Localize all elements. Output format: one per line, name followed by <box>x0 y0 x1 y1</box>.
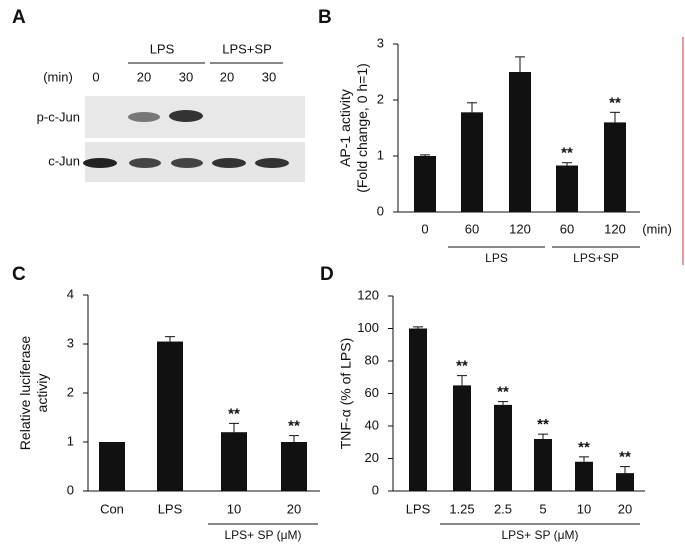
x-tick-label: 10 <box>227 501 241 516</box>
bar <box>534 439 552 491</box>
row-label: c-Jun <box>48 153 80 168</box>
significance: ** <box>578 439 590 456</box>
y-tick-label: 0 <box>377 203 384 218</box>
y-tick-label: 60 <box>365 385 379 400</box>
x-tick-label: 0 <box>421 221 428 236</box>
bar <box>453 385 471 491</box>
group-label: LPS <box>150 41 175 56</box>
y-axis-label: activiy <box>34 374 50 413</box>
group-label: LPS+SP <box>573 251 619 265</box>
bar <box>509 72 531 212</box>
significance: ** <box>456 358 468 375</box>
bar <box>221 432 247 491</box>
y-tick-label: 80 <box>365 352 379 367</box>
x-tick-label: 10 <box>577 501 591 516</box>
band <box>212 158 246 168</box>
band <box>255 158 289 168</box>
y-tick-label: 1 <box>377 147 384 162</box>
significance: ** <box>537 416 549 433</box>
x-tick-label: 60 <box>465 221 479 236</box>
bar <box>414 156 436 212</box>
panel-label: C <box>12 264 26 285</box>
bar <box>604 122 626 212</box>
x-tick-label: LPS <box>406 501 431 516</box>
band <box>129 158 161 168</box>
x-tick-label: 20 <box>287 501 301 516</box>
x-tick-label: Con <box>100 501 124 516</box>
group-label: LPS+ SP (μM) <box>501 528 578 542</box>
band <box>171 158 203 168</box>
y-tick-label: 100 <box>357 320 379 335</box>
y-tick-label: 3 <box>67 335 74 350</box>
bar <box>99 442 125 491</box>
y-axis-label: Relative luciferase <box>17 336 33 451</box>
x-tick-label: 120 <box>509 221 531 236</box>
bar <box>616 473 634 491</box>
y-tick-label: 1 <box>67 433 74 448</box>
time: 30 <box>262 69 276 84</box>
significance: ** <box>609 94 621 111</box>
time: 20 <box>137 69 151 84</box>
bar <box>556 165 578 212</box>
band <box>83 158 117 168</box>
panel-label: A <box>12 7 26 28</box>
time: 30 <box>179 69 193 84</box>
bar <box>157 341 183 491</box>
x-unit: (min) <box>642 221 672 236</box>
bar <box>494 404 512 491</box>
x-tick-label: 1.25 <box>449 501 474 516</box>
significance: ** <box>561 145 573 162</box>
row-label: p-c-Jun <box>37 109 80 124</box>
significance: ** <box>288 418 300 435</box>
significance: ** <box>497 384 509 401</box>
bar <box>461 112 483 212</box>
group-label: LPS+ SP (μM) <box>224 528 301 542</box>
y-tick-label: 2 <box>377 91 384 106</box>
x-tick-label: 60 <box>560 221 574 236</box>
bar <box>575 461 593 491</box>
time: 0 <box>92 69 99 84</box>
y-axis-label: TNF-α (% of LPS) <box>338 338 354 450</box>
bar <box>409 328 427 491</box>
x-tick-label: 2.5 <box>494 501 512 516</box>
significance: ** <box>619 449 631 466</box>
significance: ** <box>228 405 240 422</box>
time-label: (min) <box>43 69 73 84</box>
x-tick-label: 120 <box>604 221 626 236</box>
y-tick-label: 120 <box>357 287 379 302</box>
y-axis-label: (Fold change, 0 h=1) <box>354 63 370 193</box>
y-tick-label: 20 <box>365 450 379 465</box>
y-tick-label: 4 <box>67 286 74 301</box>
group-label: LPS+SP <box>222 41 272 56</box>
panel-label: D <box>320 264 334 285</box>
y-tick-label: 40 <box>365 417 379 432</box>
y-tick-label: 0 <box>67 482 74 497</box>
x-tick-label: LPS <box>158 501 183 516</box>
x-tick-label: 20 <box>618 501 632 516</box>
bar <box>281 442 307 491</box>
y-tick-label: 2 <box>67 384 74 399</box>
band <box>169 110 203 122</box>
y-axis-label: AP-1 activity <box>337 89 353 167</box>
time: 20 <box>220 69 234 84</box>
band <box>128 112 160 122</box>
y-tick-label: 3 <box>377 35 384 50</box>
panel-label: B <box>318 7 332 28</box>
y-tick-label: 0 <box>372 482 379 497</box>
group-label: LPS <box>485 251 508 265</box>
x-tick-label: 5 <box>539 501 546 516</box>
